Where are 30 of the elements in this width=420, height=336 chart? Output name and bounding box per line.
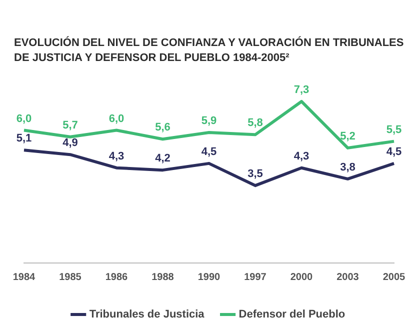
data-label: 5,5 — [386, 124, 402, 136]
x-tick-label: 2000 — [290, 272, 314, 283]
x-tick-label: 1988 — [152, 272, 174, 283]
data-label: 7,3 — [294, 84, 310, 96]
x-tick-label: 1984 — [12, 272, 36, 283]
data-label: 4,9 — [62, 137, 78, 150]
data-label: 4,3 — [108, 150, 124, 162]
data-label: 6,0 — [16, 112, 32, 125]
data-label: 5,7 — [62, 119, 78, 132]
x-tick-label: 1990 — [198, 272, 221, 283]
x-tick-label: 1997 — [244, 272, 267, 283]
x-tick-label: 2003 — [336, 272, 360, 283]
x-tick-label: 1986 — [105, 272, 128, 283]
legend-label: Tribunales de Justicia — [89, 308, 206, 321]
data-label: 3,8 — [340, 161, 356, 174]
data-label: 5,1 — [16, 132, 32, 145]
data-label: 5,8 — [248, 117, 263, 130]
data-label: 4,2 — [155, 152, 170, 165]
data-label: 4,3 — [294, 150, 310, 162]
data-label: 5,6 — [155, 122, 170, 134]
legend-label: Defensor del Pueblo — [238, 308, 346, 321]
data-label: 4,5 — [201, 146, 217, 158]
x-tick-label: 2005 — [382, 272, 406, 283]
data-label: 4,5 — [386, 146, 402, 158]
x-tick-label: 1985 — [59, 272, 82, 283]
data-label: 5,2 — [340, 130, 356, 142]
chart-title: EVOLUCIÓN DEL NIVEL DE CONFIANZA Y VALORACIÓN EN TRIBUNALES DE JUSTICIA Y DEFENSOR DEL PUEBLO 1984-2005² — [14, 36, 404, 66]
data-label: 6,0 — [108, 112, 124, 125]
data-label: 5,9 — [201, 114, 217, 127]
data-label: 3,5 — [248, 168, 263, 180]
